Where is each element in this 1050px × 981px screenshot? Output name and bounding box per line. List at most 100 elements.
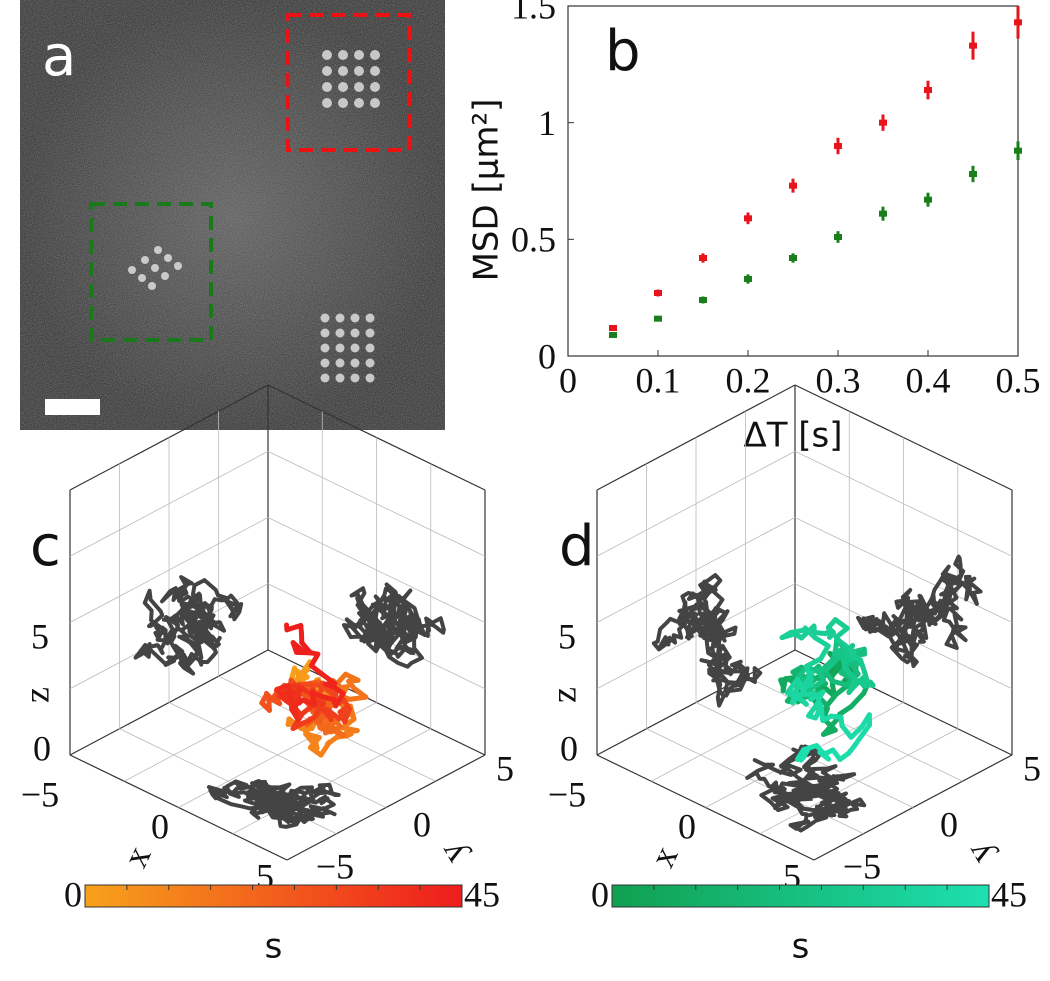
trajectory-projection [856,554,983,669]
trajectory [798,754,807,763]
trajectory [848,690,867,710]
spot [338,98,348,108]
spot [350,313,360,323]
axis-line [267,517,486,623]
spot [354,82,364,92]
spot [335,373,345,383]
trajectory [807,699,821,717]
spot [320,358,330,368]
axis-line [69,450,269,557]
y-tick-label: 0.5 [511,220,556,260]
panel-label: a [42,24,76,89]
spot [370,98,380,108]
spot [335,358,345,368]
marker [699,255,707,261]
marker [834,234,842,240]
trajectory [836,638,857,655]
trajectory [812,635,831,649]
spot [320,373,330,383]
y-axis-label: y [430,836,474,872]
colorbar [84,884,463,908]
marker [789,255,797,261]
y-tick-label: 5 [1023,748,1041,788]
y-tick-label: −5 [843,846,881,886]
colorbar [611,884,990,908]
y-axis-label: MSD [μm²] [467,99,507,282]
panel-label: c [30,514,61,579]
marker [924,196,932,203]
axis-line [759,728,958,835]
spot [338,66,348,76]
spot [320,328,330,338]
colorbar-tick-label: 0 [591,874,609,914]
x-tick-label: −5 [548,774,586,814]
microscope-image [20,0,445,430]
trajectory [318,702,334,723]
marker [924,87,932,93]
spot [128,266,136,274]
spot [338,50,348,60]
marker [744,215,752,222]
colorbar-tick-label: 45 [991,874,1027,914]
y-tick-label: −5 [316,846,354,886]
colorbar-tick-label: 0 [64,874,82,914]
spot [338,82,348,92]
y-axis-label: y [957,836,1001,872]
spot [320,343,330,353]
trajectory [807,677,827,693]
y-tick-label: 0 [538,336,556,376]
spot [370,82,380,92]
spot [154,246,162,254]
y-tick-label: 0 [940,804,958,844]
trajectory-projection [651,573,763,708]
spot [174,262,182,270]
x-tick-label: 0.2 [726,360,771,400]
spot [365,313,375,323]
spot [365,328,375,338]
spot [365,373,375,383]
y-tick-label: 1.5 [511,0,556,26]
spot [138,274,146,282]
colorbar-label: s [265,927,283,967]
marker [789,182,797,189]
z-axis-label: z [543,687,583,703]
plot-frame [567,5,1019,357]
trajectory-projection [341,582,446,669]
spot [335,313,345,323]
colorbar-label: s [792,927,810,967]
x-tick-label: 0 [559,360,577,400]
spot [354,50,364,60]
x-axis-label: ΔT [s] [743,416,842,456]
axis-line [794,450,1013,557]
z-tick-label: 0 [560,728,578,768]
z-tick-label: 5 [31,616,49,656]
z-axis-label: z [16,687,56,703]
panel-label: d [559,514,595,579]
axis-line [745,675,963,782]
spot [365,358,375,368]
trajectory [804,656,824,669]
spot [322,82,332,92]
spot [350,328,360,338]
spot [350,373,360,383]
spot [335,328,345,338]
marker [879,210,887,217]
spot [354,98,364,108]
trajectory-projection [133,575,244,676]
x-tick-label: 0.3 [816,360,861,400]
x-tick-label: −5 [21,774,59,814]
trajectory-projection [206,779,341,829]
spot [322,98,332,108]
y-tick-label: 0 [413,804,431,844]
spot [320,313,330,323]
colorbar-tick-label: 45 [464,874,500,914]
spot [365,343,375,353]
spot [141,256,149,264]
spot [148,282,156,290]
spot [151,264,159,272]
marker [744,276,752,282]
panel-label: b [605,19,641,84]
y-tick-label: 5 [496,748,514,788]
spot [350,343,360,353]
